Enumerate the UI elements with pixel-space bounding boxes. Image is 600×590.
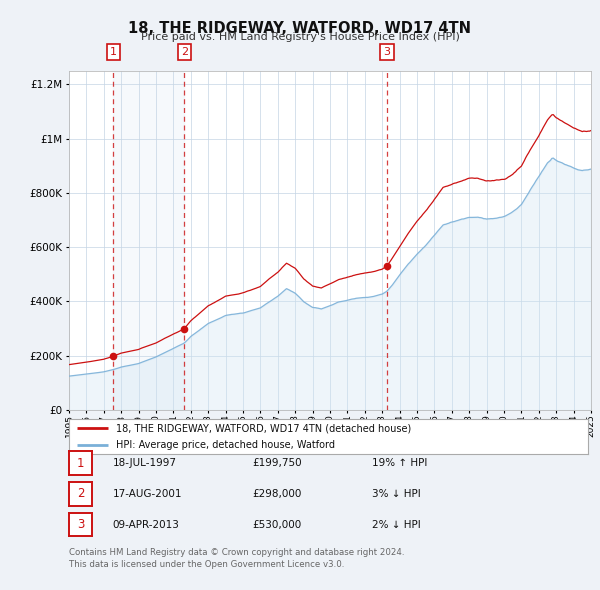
Text: 18, THE RIDGEWAY, WATFORD, WD17 4TN: 18, THE RIDGEWAY, WATFORD, WD17 4TN [128,21,472,35]
Text: Contains HM Land Registry data © Crown copyright and database right 2024.
This d: Contains HM Land Registry data © Crown c… [69,548,404,569]
Bar [113,71,184,410]
Text: 18-JUL-1997: 18-JUL-1997 [113,458,177,468]
Text: HPI: Average price, detached house, Watford: HPI: Average price, detached house, Watf… [116,441,335,450]
Text: 17-AUG-2001: 17-AUG-2001 [113,489,182,499]
Text: £199,750: £199,750 [252,458,302,468]
Text: 09-APR-2013: 09-APR-2013 [113,520,179,529]
Text: 3: 3 [383,47,391,57]
Text: Price paid vs. HM Land Registry's House Price Index (HPI): Price paid vs. HM Land Registry's House … [140,32,460,42]
Text: 2: 2 [77,487,84,500]
Text: 18, THE RIDGEWAY, WATFORD, WD17 4TN (detached house): 18, THE RIDGEWAY, WATFORD, WD17 4TN (det… [116,424,411,434]
Text: £298,000: £298,000 [252,489,301,499]
Text: 3% ↓ HPI: 3% ↓ HPI [372,489,421,499]
Text: £530,000: £530,000 [252,520,301,529]
Text: 1: 1 [77,457,84,470]
Text: 2% ↓ HPI: 2% ↓ HPI [372,520,421,529]
Text: 2: 2 [181,47,188,57]
Text: 3: 3 [77,518,84,531]
Text: 19% ↑ HPI: 19% ↑ HPI [372,458,427,468]
Text: 1: 1 [110,47,116,57]
